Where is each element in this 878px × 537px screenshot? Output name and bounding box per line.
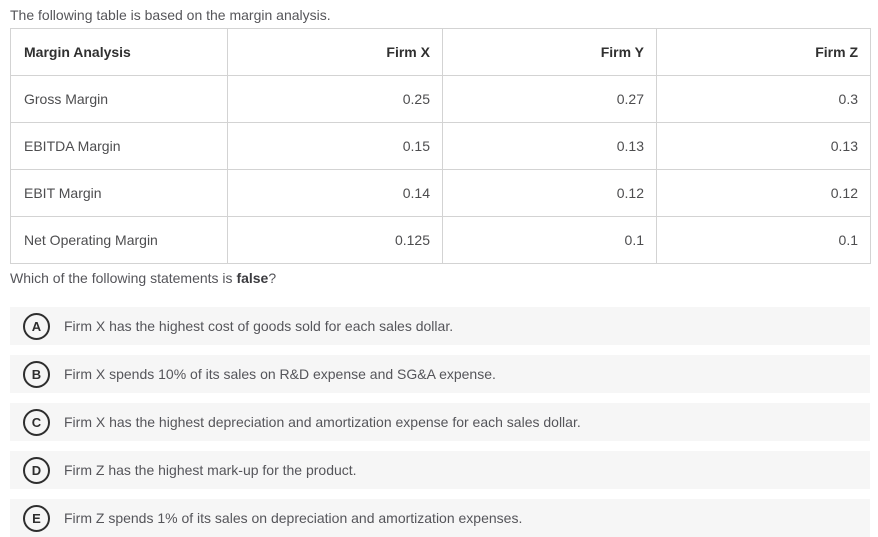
question-suffix: ? <box>268 270 277 286</box>
cell-value: 0.13 <box>442 122 657 170</box>
answer-option-a[interactable]: A Firm X has the highest cost of goods s… <box>10 307 870 345</box>
row-label: EBIT Margin <box>10 169 228 217</box>
option-letter-badge: D <box>23 456 50 484</box>
cell-value: 0.125 <box>227 216 443 264</box>
row-label: Net Operating Margin <box>10 216 228 264</box>
table-header-row: Margin Analysis Firm X Firm Y Firm Z <box>10 28 871 76</box>
cell-value: 0.14 <box>227 169 443 217</box>
column-header-margin-analysis: Margin Analysis <box>10 28 228 76</box>
cell-value: 0.3 <box>656 75 871 123</box>
table-row: Gross Margin 0.25 0.27 0.3 <box>10 75 871 123</box>
option-letter-badge: C <box>23 408 50 436</box>
option-text: Firm Z spends 1% of its sales on depreci… <box>64 510 523 526</box>
cell-value: 0.15 <box>227 122 443 170</box>
question-prefix: Which of the following statements is <box>10 270 237 286</box>
option-text: Firm X spends 10% of its sales on R&D ex… <box>64 366 496 382</box>
option-text: Firm X has the highest depreciation and … <box>64 414 581 430</box>
option-text: Firm Z has the highest mark-up for the p… <box>64 462 357 478</box>
answer-option-d[interactable]: D Firm Z has the highest mark-up for the… <box>10 451 870 489</box>
table-row: Net Operating Margin 0.125 0.1 0.1 <box>10 216 871 264</box>
option-letter-badge: E <box>23 504 50 532</box>
answer-options: A Firm X has the highest cost of goods s… <box>10 307 870 537</box>
cell-value: 0.27 <box>442 75 657 123</box>
cell-value: 0.1 <box>656 216 871 264</box>
answer-option-c[interactable]: C Firm X has the highest depreciation an… <box>10 403 870 441</box>
table-row: EBIT Margin 0.14 0.12 0.12 <box>10 169 871 217</box>
row-label: EBITDA Margin <box>10 122 228 170</box>
cell-value: 0.12 <box>442 169 657 217</box>
table-row: EBITDA Margin 0.15 0.13 0.13 <box>10 122 871 170</box>
cell-value: 0.25 <box>227 75 443 123</box>
option-text: Firm X has the highest cost of goods sol… <box>64 318 454 334</box>
margin-analysis-table: Margin Analysis Firm X Firm Y Firm Z Gro… <box>10 28 871 264</box>
row-label: Gross Margin <box>10 75 228 123</box>
column-header-firm-y: Firm Y <box>442 28 657 76</box>
answer-option-e[interactable]: E Firm Z spends 1% of its sales on depre… <box>10 499 870 537</box>
cell-value: 0.13 <box>656 122 871 170</box>
answer-option-b[interactable]: B Firm X spends 10% of its sales on R&D … <box>10 355 870 393</box>
cell-value: 0.1 <box>442 216 657 264</box>
column-header-firm-x: Firm X <box>227 28 443 76</box>
column-header-firm-z: Firm Z <box>656 28 871 76</box>
option-letter-badge: A <box>23 312 50 340</box>
cell-value: 0.12 <box>656 169 871 217</box>
intro-text: The following table is based on the marg… <box>10 7 331 23</box>
question-text: Which of the following statements is fal… <box>10 270 870 287</box>
option-letter-badge: B <box>23 360 50 388</box>
question-emphasis: false <box>236 270 269 286</box>
